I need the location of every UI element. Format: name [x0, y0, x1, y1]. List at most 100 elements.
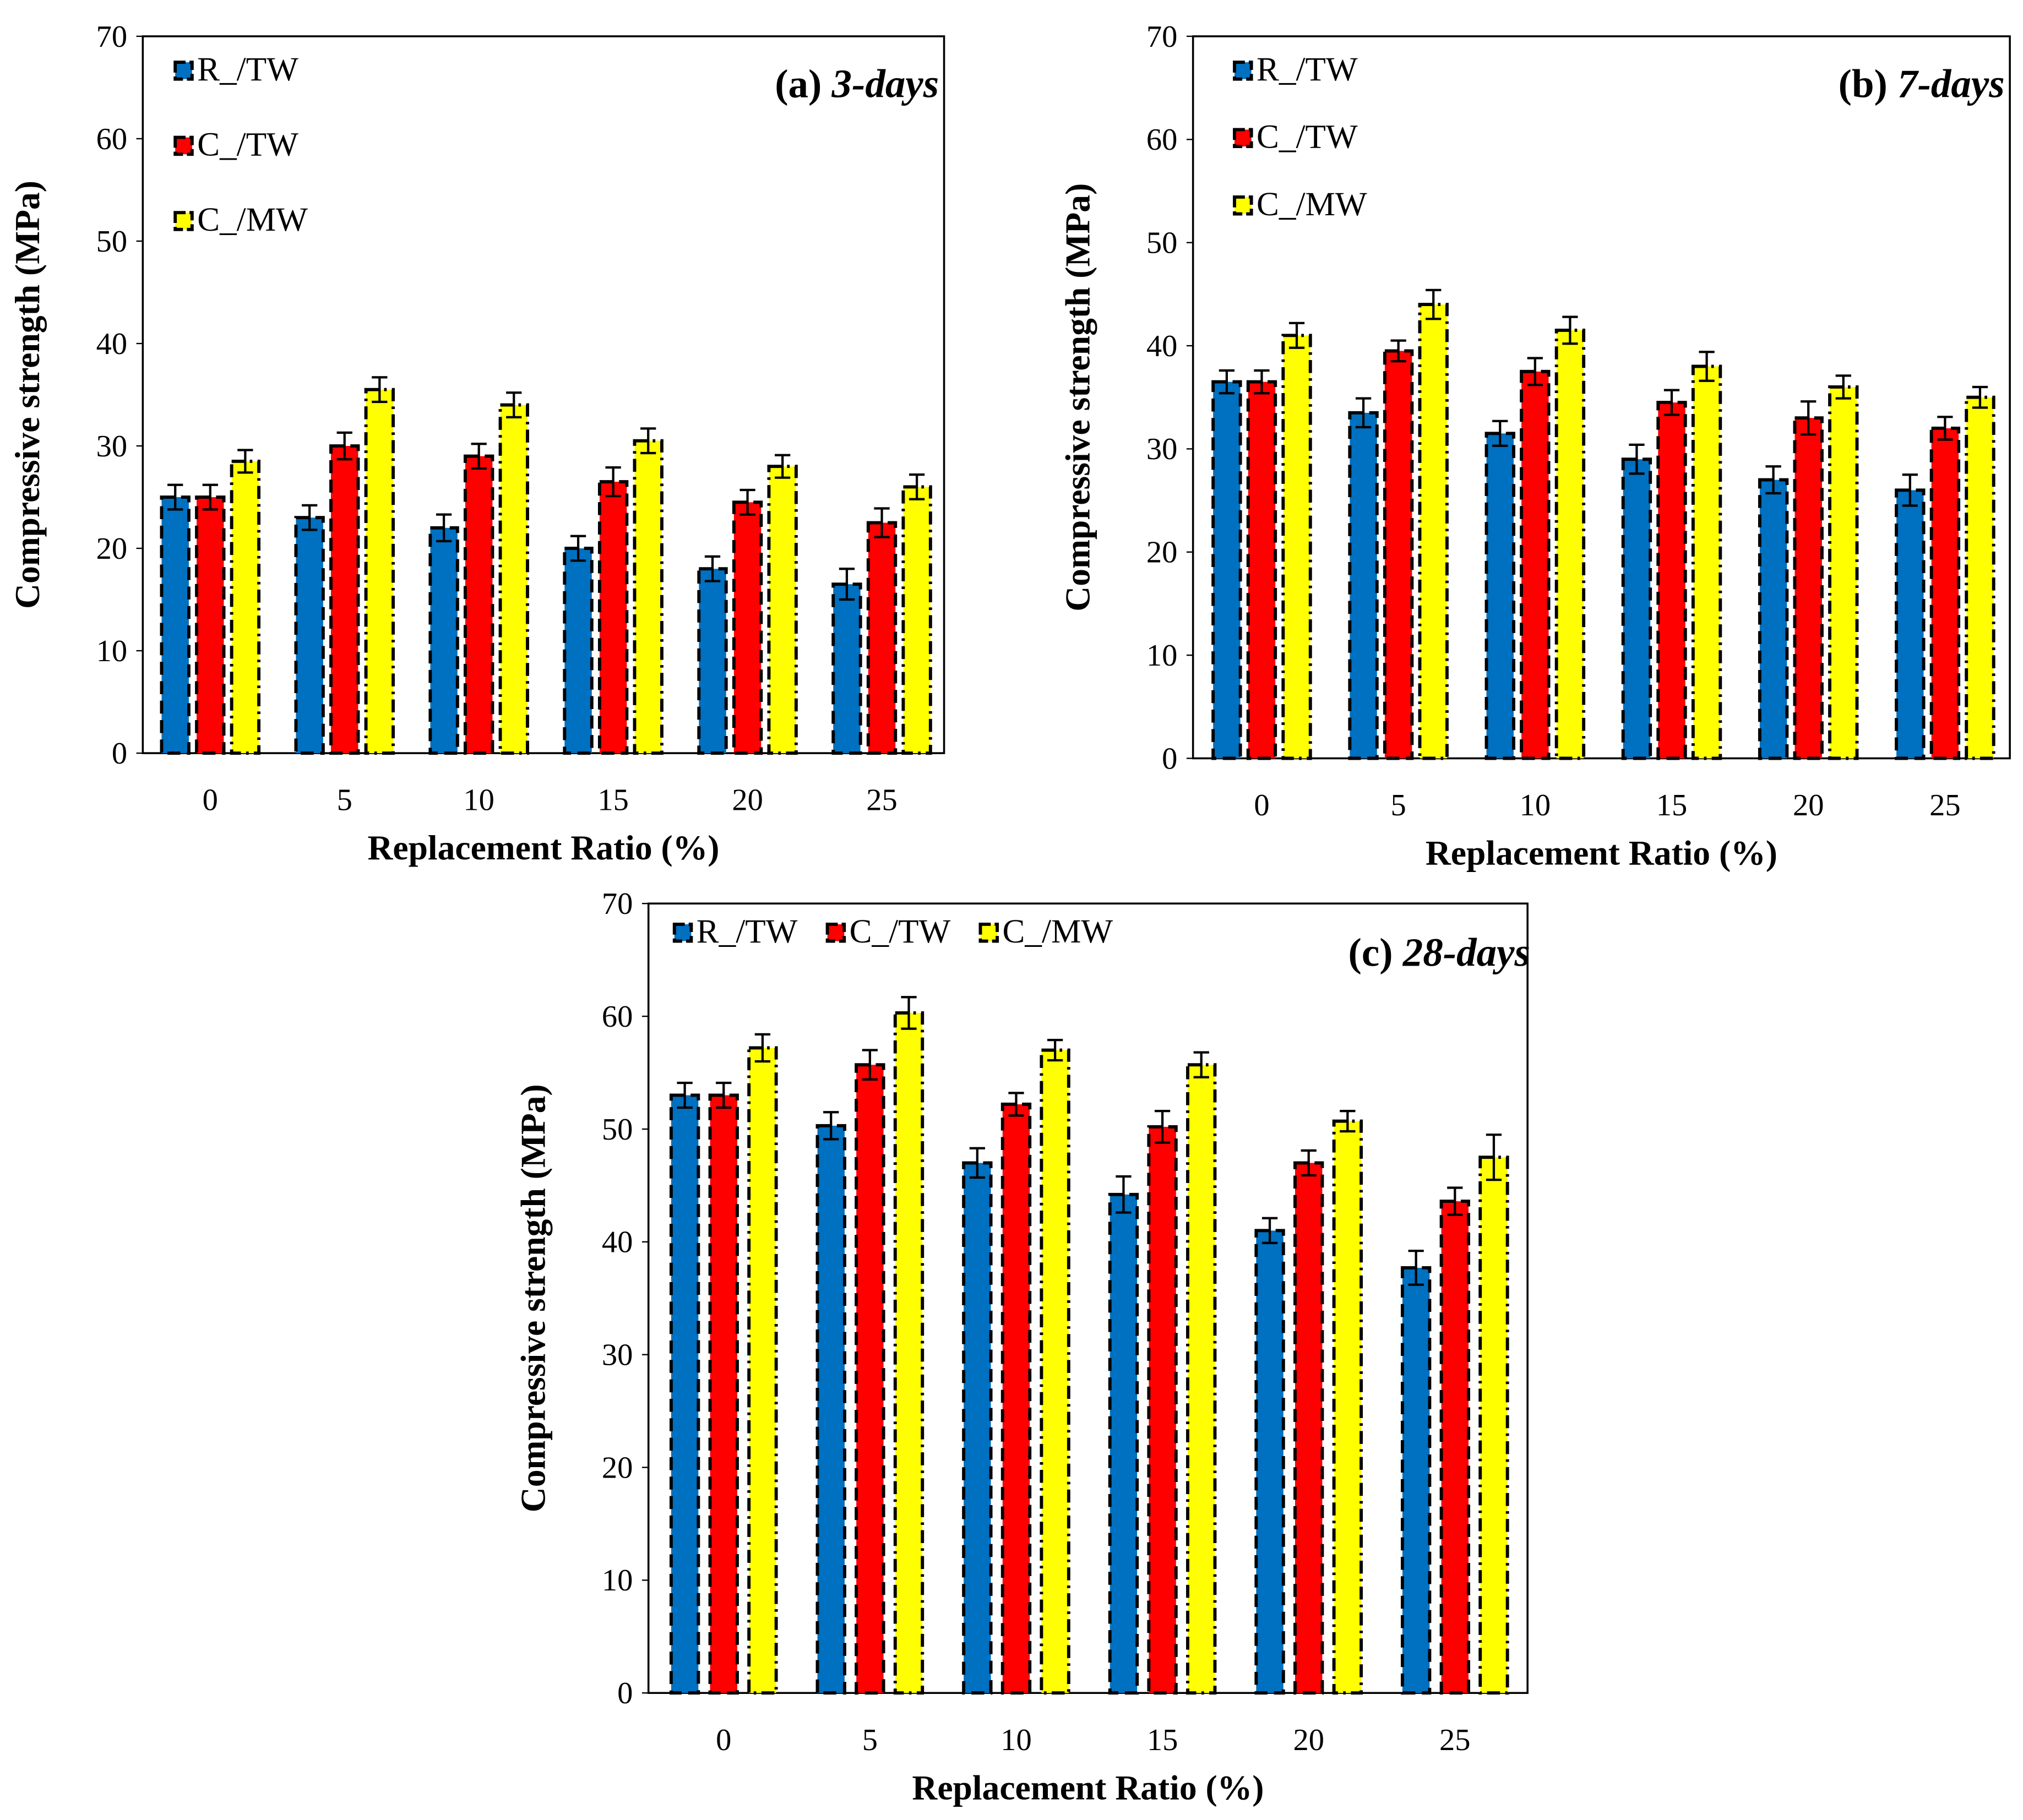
error-bar: [372, 376, 388, 404]
bar-cmw: [1691, 364, 1722, 760]
bar-ctw: [597, 480, 629, 755]
legend-label: C_/MW: [197, 201, 308, 238]
error-bar: [1008, 1092, 1024, 1117]
error-bar: [167, 483, 183, 511]
bar-cmw: [498, 403, 529, 755]
bar-rtw: [1108, 1192, 1139, 1695]
error-bar: [754, 1033, 771, 1063]
error-bar: [1902, 473, 1918, 507]
x-tick-label: 10: [1000, 1723, 1032, 1757]
legend-swatch: [825, 922, 846, 943]
error-bar: [1154, 1110, 1171, 1144]
legend-label: C_/TW: [1257, 118, 1358, 155]
bar-rtw: [294, 516, 325, 755]
legend-label: R_/TW: [1257, 51, 1358, 88]
bar-ctw: [464, 454, 494, 755]
error-bar: [1486, 1134, 1502, 1181]
error-bar: [1765, 465, 1781, 495]
bar-ctw: [195, 495, 226, 755]
error-bar: [716, 1081, 732, 1109]
y-tick-label: 60: [1146, 123, 1178, 157]
error-bar: [1937, 416, 1953, 441]
bar-ctw: [855, 1063, 885, 1695]
bar-rtw: [831, 582, 862, 755]
error-bar: [1116, 1175, 1132, 1214]
bar-ctw: [1000, 1102, 1032, 1695]
x-tick-label: 20: [1293, 1723, 1324, 1757]
y-tick-label: 40: [96, 327, 128, 361]
bar-cmw: [1965, 395, 1995, 760]
error-bar: [1301, 1149, 1317, 1177]
error-bar: [1699, 351, 1715, 382]
bar-cmw: [747, 1046, 778, 1695]
y-tick-label: 70: [1146, 20, 1178, 54]
bar-cmw: [767, 465, 798, 755]
error-bar: [605, 466, 621, 498]
bar-cmw: [1186, 1063, 1217, 1695]
bar-ctw: [708, 1093, 739, 1695]
chart-panel-2: 0 10 20 30 40 50 60 70 0 5 10 15 20 25 R_/TW C_/TW C_/MW…: [513, 887, 1530, 1807]
bar-rtw: [669, 1093, 700, 1695]
y-tick-label: 30: [602, 1338, 633, 1372]
y-tick-label: 60: [602, 1000, 633, 1034]
error-bar: [874, 507, 890, 538]
y-tick-label: 10: [96, 634, 128, 668]
y-tick-label: 50: [96, 225, 128, 259]
y-tick-label: 40: [1146, 329, 1178, 363]
error-bar: [1261, 1217, 1278, 1244]
error-bar: [901, 996, 917, 1030]
bar-ctw: [732, 500, 763, 755]
legend-label: C_/TW: [197, 126, 298, 164]
error-bar: [640, 427, 656, 455]
bar-rtw: [563, 547, 594, 755]
x-tick-label: 10: [463, 783, 494, 818]
error-bar: [1219, 369, 1235, 395]
error-bar: [436, 513, 452, 543]
bar-ctw: [1383, 349, 1414, 760]
x-axis-label: Replacement Ratio (%): [912, 1768, 1264, 1807]
error-bar: [969, 1147, 985, 1179]
bar-rtw: [697, 567, 728, 755]
y-tick-label: 10: [602, 1563, 633, 1598]
bar-rtw: [1758, 478, 1789, 760]
plot-frame: [1192, 35, 2011, 760]
x-tick-label: 25: [1439, 1723, 1471, 1757]
bar-cmw: [1828, 385, 1859, 760]
chart-title: (a) 3-days: [775, 62, 939, 106]
error-bar: [1562, 315, 1578, 345]
legend-label: C_/TW: [850, 913, 951, 950]
title-prefix: (b): [1839, 62, 1897, 106]
y-tick-label: 40: [602, 1225, 633, 1260]
bar-rtw: [1484, 432, 1515, 760]
x-tick-label: 15: [597, 783, 629, 818]
error-bar: [823, 1111, 839, 1141]
error-bar: [471, 443, 487, 470]
bar-rtw: [1211, 380, 1242, 760]
bar-rtw: [1348, 411, 1379, 760]
error-bar: [1629, 443, 1645, 475]
y-tick-label: 50: [1146, 226, 1178, 260]
bar-ctw: [1520, 369, 1551, 760]
error-bar: [1492, 419, 1508, 447]
y-tick-label: 20: [1146, 536, 1178, 570]
title-age: 3-days: [831, 62, 939, 106]
y-tick-label: 0: [112, 737, 127, 771]
legend-swatch: [1233, 61, 1253, 81]
x-tick-label: 0: [203, 783, 218, 818]
y-tick-label: 20: [96, 532, 128, 566]
bar-ctw: [329, 444, 360, 755]
error-bar: [237, 449, 253, 474]
chart-title: (b) 7-days: [1839, 62, 2005, 106]
y-axis-label: Compressive strength (MPa): [8, 181, 47, 609]
y-tick-label: 10: [1146, 639, 1178, 673]
title-prefix: (c): [1348, 930, 1403, 974]
bar-rtw: [815, 1124, 846, 1695]
bar-cmw: [1554, 328, 1586, 760]
error-bar: [1047, 1038, 1063, 1062]
x-tick-label: 5: [337, 783, 352, 818]
legend-swatch: [1233, 128, 1253, 149]
x-axis-label: Replacement Ratio (%): [367, 828, 719, 867]
legend-label: C_/MW: [1003, 913, 1113, 950]
x-tick-label: 15: [1147, 1723, 1178, 1757]
y-axis-label: Compressive strength (MPa): [1058, 183, 1097, 612]
